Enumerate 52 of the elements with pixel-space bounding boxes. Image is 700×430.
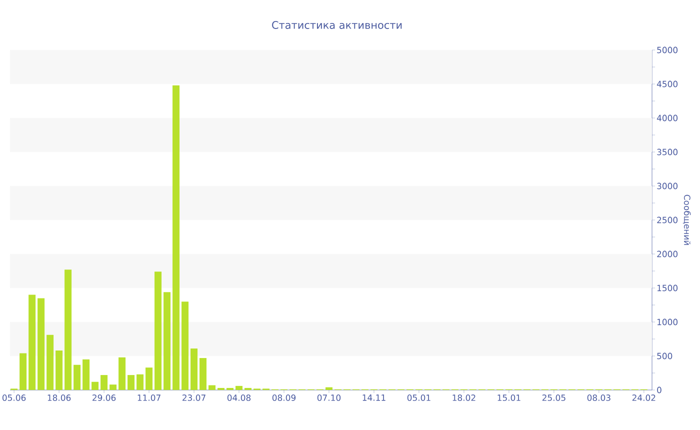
x-tick-label: 11.07: [138, 394, 160, 401]
bar: [172, 85, 180, 390]
y-tick-label: 1500: [657, 284, 678, 292]
x-tick-label: 08.03: [587, 394, 610, 401]
bar: [200, 358, 207, 390]
x-tick-label: 29.06: [92, 394, 116, 401]
bar: [82, 359, 90, 390]
bar: [100, 375, 108, 390]
y-tick-label: 500: [657, 352, 672, 360]
x-tick-label: 07.10: [317, 394, 341, 401]
bar: [118, 357, 126, 390]
bar: [146, 368, 153, 390]
y-tick-label: 4000: [656, 114, 678, 122]
x-tick-label: 04.08: [227, 394, 251, 401]
bar: [46, 334, 54, 390]
x-tick-label: 05.06: [2, 394, 26, 401]
y-tick-label: 1000: [657, 318, 678, 326]
x-tick-label: 05.01: [407, 394, 430, 401]
bar: [154, 272, 162, 390]
x-tick-label: 24.02: [632, 394, 656, 401]
x-tick-label: 25.05: [542, 394, 566, 401]
bar: [28, 294, 36, 390]
chart-title: Статистика активности: [272, 21, 402, 29]
bar: [110, 384, 117, 390]
bar: [164, 292, 171, 390]
bar: [38, 298, 45, 390]
bar: [128, 375, 135, 390]
y-tick-label: 4500: [656, 80, 678, 88]
bar: [182, 302, 189, 390]
y-tick-label: 0: [657, 386, 662, 394]
bar: [208, 385, 216, 390]
bar: [190, 348, 198, 390]
y-tick-label: 5000: [657, 46, 678, 54]
bar: [325, 387, 332, 390]
bar: [236, 386, 243, 390]
bar: [92, 382, 99, 390]
y-tick-label: 2000: [657, 250, 678, 258]
x-tick-label: 08.09: [272, 394, 296, 401]
x-tick-label: 14.11: [362, 394, 386, 401]
x-tick-label: 18.02: [452, 394, 476, 401]
bar: [20, 353, 27, 390]
y-tick-label: 3500: [657, 148, 678, 156]
y-tick-label: 2500: [657, 216, 678, 224]
x-tick-label: 15.01: [498, 394, 520, 401]
bar: [74, 364, 81, 390]
bar: [136, 374, 144, 390]
bar: [64, 270, 72, 390]
x-tick-label: 18.06: [48, 394, 71, 401]
y-axis-title: Сообщений: [682, 194, 691, 245]
y-tick-label: 3000: [657, 182, 678, 190]
bar: [56, 350, 63, 390]
x-tick-label: 23.07: [182, 394, 206, 401]
